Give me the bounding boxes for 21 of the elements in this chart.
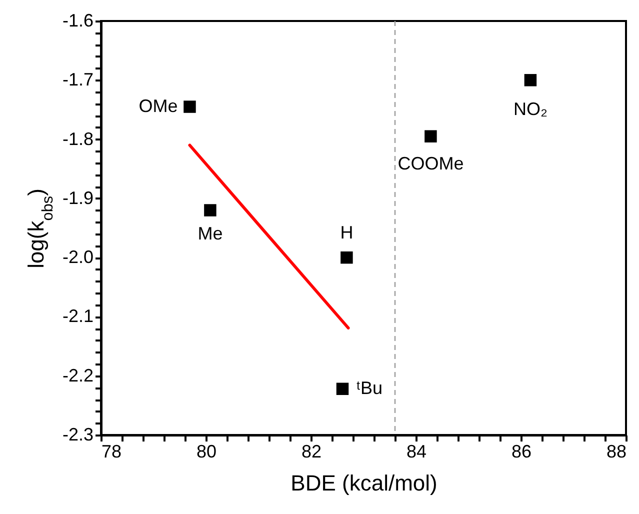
annotation: OMe (138, 96, 178, 116)
y-tick-label: -1.9 (62, 188, 94, 208)
x-tick-label: 78 (102, 442, 122, 462)
x-tick-label: 86 (511, 442, 532, 462)
y-tick-label: -1.7 (62, 70, 94, 90)
x-tick-label: 84 (406, 442, 427, 462)
annotation: H (340, 222, 354, 243)
y-tick-label: -2.1 (62, 306, 94, 326)
annotation: NO₂ (513, 99, 548, 120)
y-tick-label: -2.3 (62, 424, 94, 444)
x-tick-label: 82 (301, 442, 322, 462)
y-tick-label: -2.0 (62, 247, 94, 268)
y-tick-label: -1.8 (62, 128, 94, 149)
x-tick-label: 80 (196, 442, 217, 462)
y-tick-label: -2.2 (62, 365, 94, 386)
x-axis-title: BDE (kcal/mol) (290, 470, 438, 496)
annotation: ᵗBu (356, 378, 382, 398)
annotation: COOMe (398, 153, 464, 174)
y-tick-label: -1.6 (62, 10, 94, 30)
annotation: Me (198, 223, 223, 244)
x-tick-label: 88 (606, 442, 626, 462)
